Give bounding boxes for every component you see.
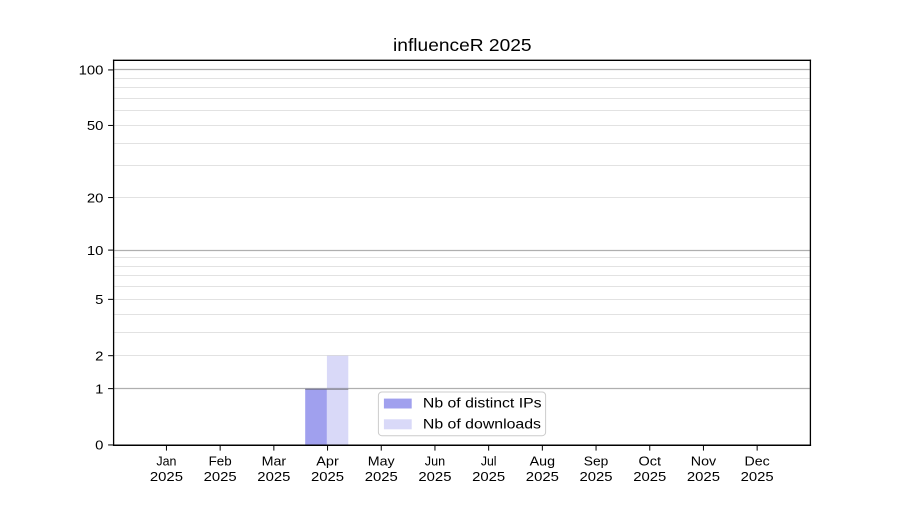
svg-text:2025: 2025 [580,469,613,484]
svg-text:Nb of downloads: Nb of downloads [423,417,541,433]
svg-text:Jan: Jan [156,453,176,468]
svg-text:Mar: Mar [262,453,287,468]
svg-text:Feb: Feb [209,453,232,468]
svg-text:20: 20 [87,190,104,205]
svg-text:Aug: Aug [530,453,555,468]
svg-text:Dec: Dec [745,453,771,468]
svg-text:Apr: Apr [316,453,339,468]
svg-text:10: 10 [87,243,104,258]
svg-text:May: May [368,453,395,468]
svg-text:2025: 2025 [311,469,344,484]
svg-text:influenceR 2025: influenceR 2025 [393,35,532,55]
svg-text:0: 0 [95,438,103,453]
svg-text:2025: 2025 [150,469,183,484]
svg-text:Sep: Sep [584,453,609,468]
svg-text:Oct: Oct [639,453,662,468]
svg-text:2025: 2025 [204,469,237,484]
svg-text:2025: 2025 [741,469,774,484]
svg-text:5: 5 [95,292,103,307]
svg-text:2025: 2025 [472,469,505,484]
svg-text:Jul: Jul [481,453,497,468]
svg-text:100: 100 [79,63,104,78]
svg-text:Nov: Nov [691,453,717,468]
svg-text:Jun: Jun [425,453,445,468]
svg-text:1: 1 [95,381,103,396]
svg-text:2: 2 [95,348,103,363]
svg-text:2025: 2025 [633,469,666,484]
svg-text:2025: 2025 [526,469,559,484]
svg-text:50: 50 [87,118,104,133]
svg-text:2025: 2025 [418,469,451,484]
svg-text:2025: 2025 [257,469,290,484]
svg-text:2025: 2025 [365,469,398,484]
svg-text:2025: 2025 [687,469,720,484]
svg-text:Nb of distinct IPs: Nb of distinct IPs [423,396,542,412]
